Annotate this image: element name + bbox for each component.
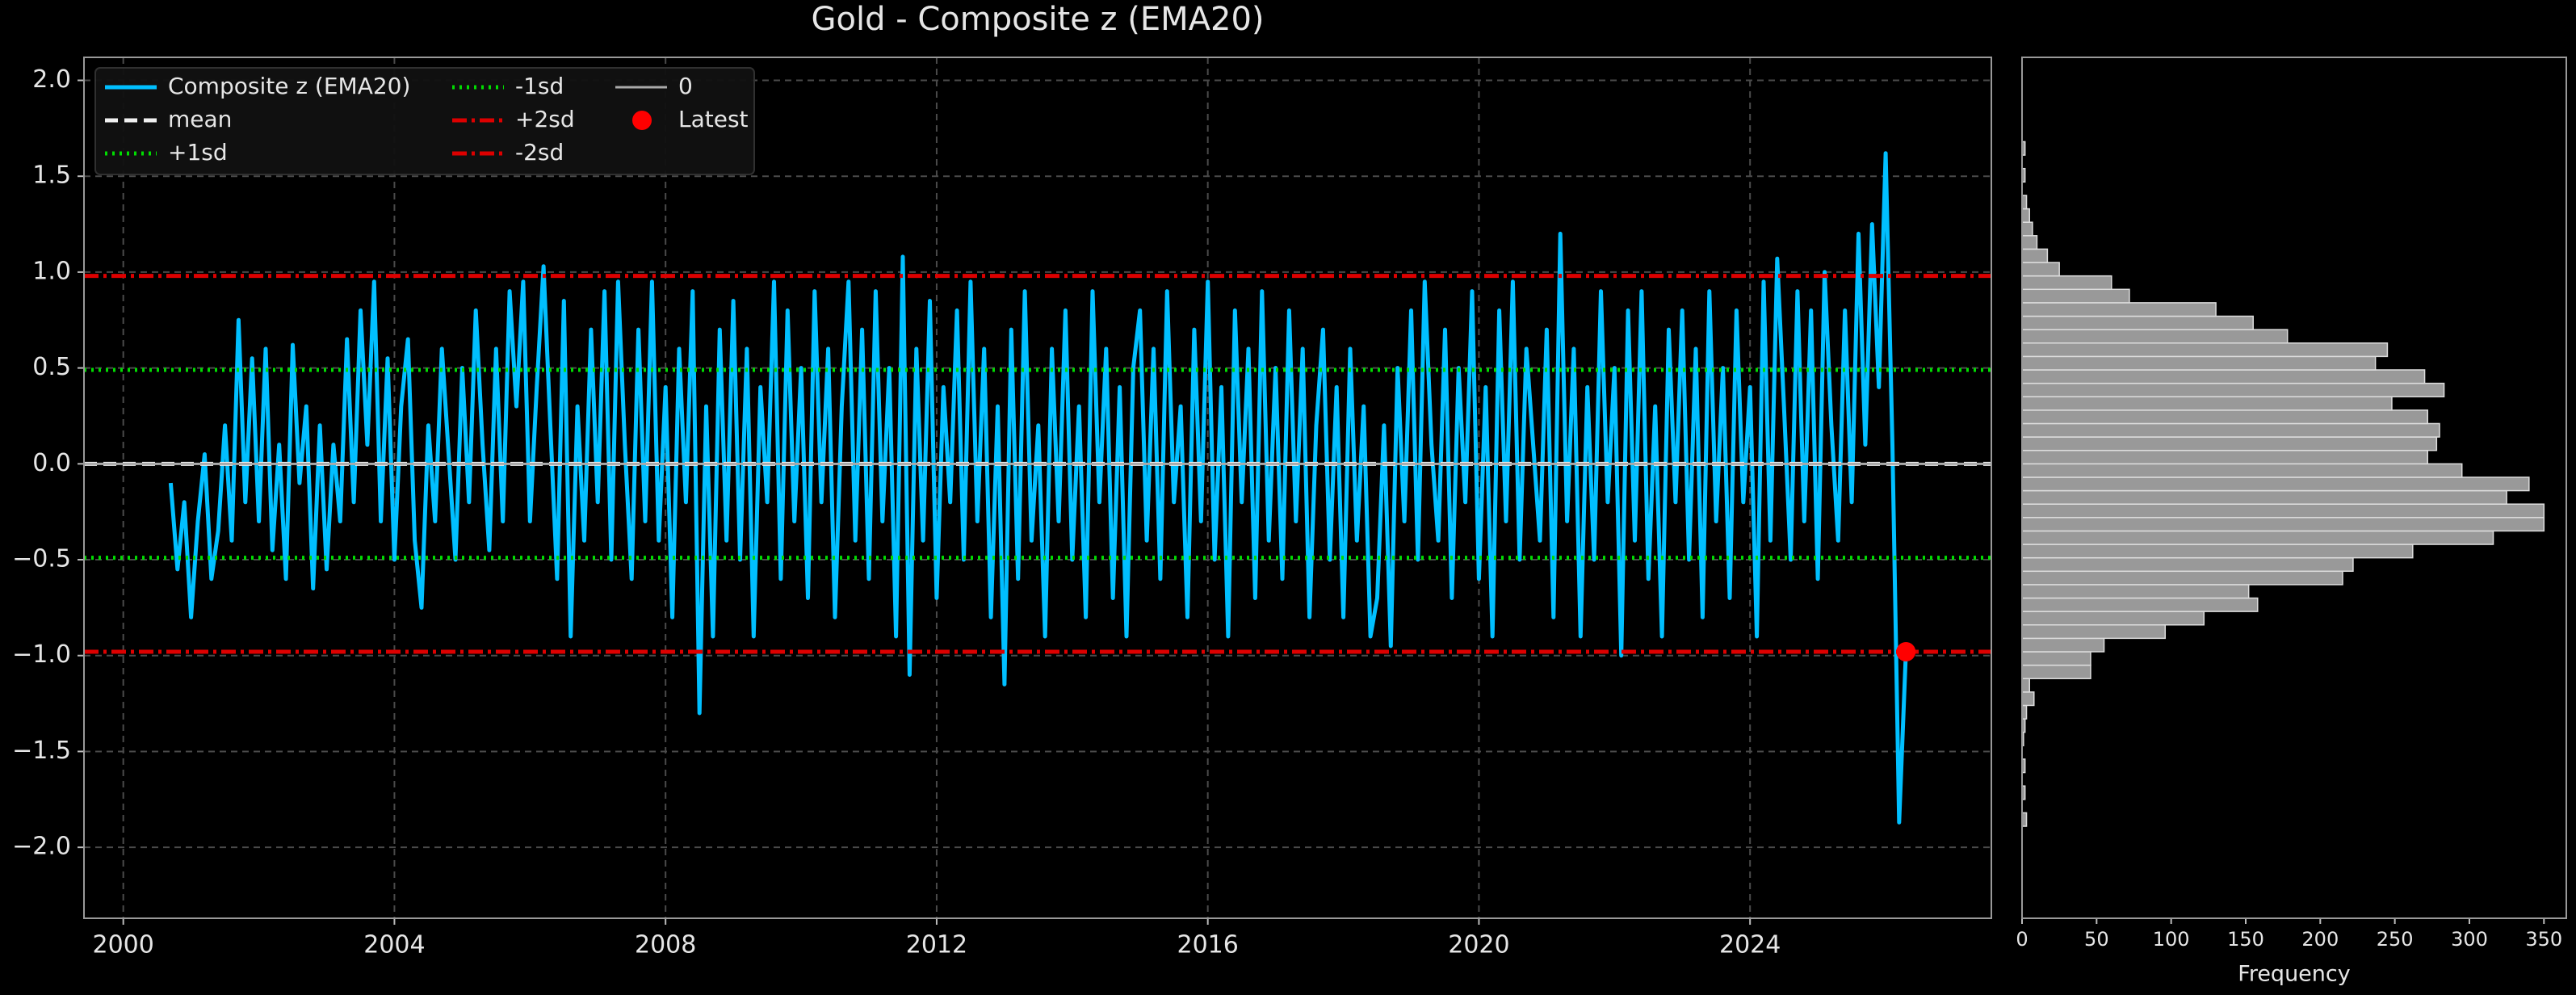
- x-tick-label: 300: [2451, 928, 2488, 951]
- histogram-bar: [2021, 651, 2091, 666]
- histogram-bar: [2021, 463, 2463, 478]
- histogram-bar: [2021, 611, 2205, 626]
- legend-label: -2sd: [515, 139, 564, 166]
- y-tick-label: 0.0: [32, 449, 71, 477]
- histogram-bar: [2021, 288, 2130, 304]
- x-tick-label: 2004: [363, 931, 425, 959]
- histogram-bar: [2021, 584, 2250, 599]
- y-tick-label: −0.5: [12, 545, 71, 573]
- histogram-bar: [2021, 275, 2112, 291]
- x-tick-label: 0: [2016, 928, 2028, 951]
- legend-label: -1sd: [515, 73, 564, 99]
- histogram-bar: [2021, 436, 2438, 451]
- histogram-bar: [2021, 678, 2030, 693]
- histogram-bar: [2021, 248, 2049, 263]
- histogram-bar: [2021, 329, 2289, 344]
- histogram-bar: [2021, 315, 2254, 330]
- histogram-bar: [2021, 503, 2545, 518]
- histogram-bar: [2021, 597, 2259, 612]
- legend-label: +2sd: [515, 106, 575, 132]
- x-tick-label: 100: [2153, 928, 2190, 951]
- y-tick-label: 0.5: [32, 353, 71, 381]
- histogram-bar: [2021, 530, 2494, 545]
- y-tick-label: 2.0: [32, 65, 71, 94]
- histogram-bar: [2021, 396, 2393, 411]
- x-tick-label: 2012: [906, 931, 967, 959]
- histogram-bar: [2021, 517, 2545, 532]
- legend-box: [94, 67, 755, 175]
- plot-frame: [83, 57, 1992, 919]
- x-tick-label: 2016: [1177, 931, 1239, 959]
- legend-marker: [632, 111, 652, 130]
- histogram-bar: [2021, 221, 2033, 237]
- legend-label: Composite z (EMA20): [168, 73, 410, 99]
- histogram-bar: [2021, 382, 2445, 397]
- legend-label: +1sd: [168, 139, 228, 166]
- histogram-bar: [2021, 489, 2507, 505]
- y-tick-label: 1.5: [32, 162, 71, 190]
- x-tick-label: 2020: [1448, 931, 1509, 959]
- legend-label: 0: [678, 73, 693, 99]
- legend-label: mean: [168, 106, 232, 132]
- chart-title: Gold - Composite z (EMA20): [812, 1, 1265, 38]
- x-tick-label: 2000: [93, 931, 154, 959]
- x-axis-label: Frequency: [2238, 962, 2351, 987]
- histogram-bar: [2021, 449, 2429, 465]
- histogram-bar: [2021, 342, 2389, 358]
- y-tick-label: 1.0: [32, 257, 71, 285]
- y-tick-label: −1.0: [12, 640, 71, 669]
- histogram-bar: [2021, 570, 2343, 586]
- latest-point: [1896, 641, 1916, 661]
- histogram-bar: [2021, 208, 2030, 223]
- histogram-bar: [2021, 637, 2105, 653]
- histogram-bar: [2021, 235, 2038, 250]
- x-tick-label: 150: [2227, 928, 2264, 951]
- x-tick-label: 2024: [1719, 931, 1781, 959]
- x-tick-label: 350: [2525, 928, 2562, 951]
- y-tick-label: −2.0: [12, 833, 71, 861]
- plot-frame: [2021, 57, 2567, 919]
- histogram-bar: [2021, 691, 2035, 707]
- x-tick-label: 50: [2084, 928, 2109, 951]
- histogram-bar: [2021, 369, 2426, 384]
- histogram-bar: [2021, 355, 2377, 371]
- histogram-bar: [2021, 302, 2217, 317]
- x-tick-label: 200: [2301, 928, 2339, 951]
- histogram-bar: [2021, 544, 2414, 559]
- histogram-bar: [2021, 262, 2060, 277]
- histogram-bar: [2021, 409, 2429, 425]
- histogram-bar: [2021, 556, 2354, 573]
- y-tick-label: −1.5: [12, 737, 71, 765]
- histogram-bar: [2021, 664, 2091, 679]
- histogram-bar: [2021, 422, 2440, 438]
- legend-label: Latest: [678, 106, 749, 132]
- histogram-bar: [2021, 624, 2167, 640]
- x-tick-label: 2008: [635, 931, 696, 959]
- x-tick-label: 250: [2377, 928, 2414, 951]
- histogram-bar: [2021, 477, 2530, 492]
